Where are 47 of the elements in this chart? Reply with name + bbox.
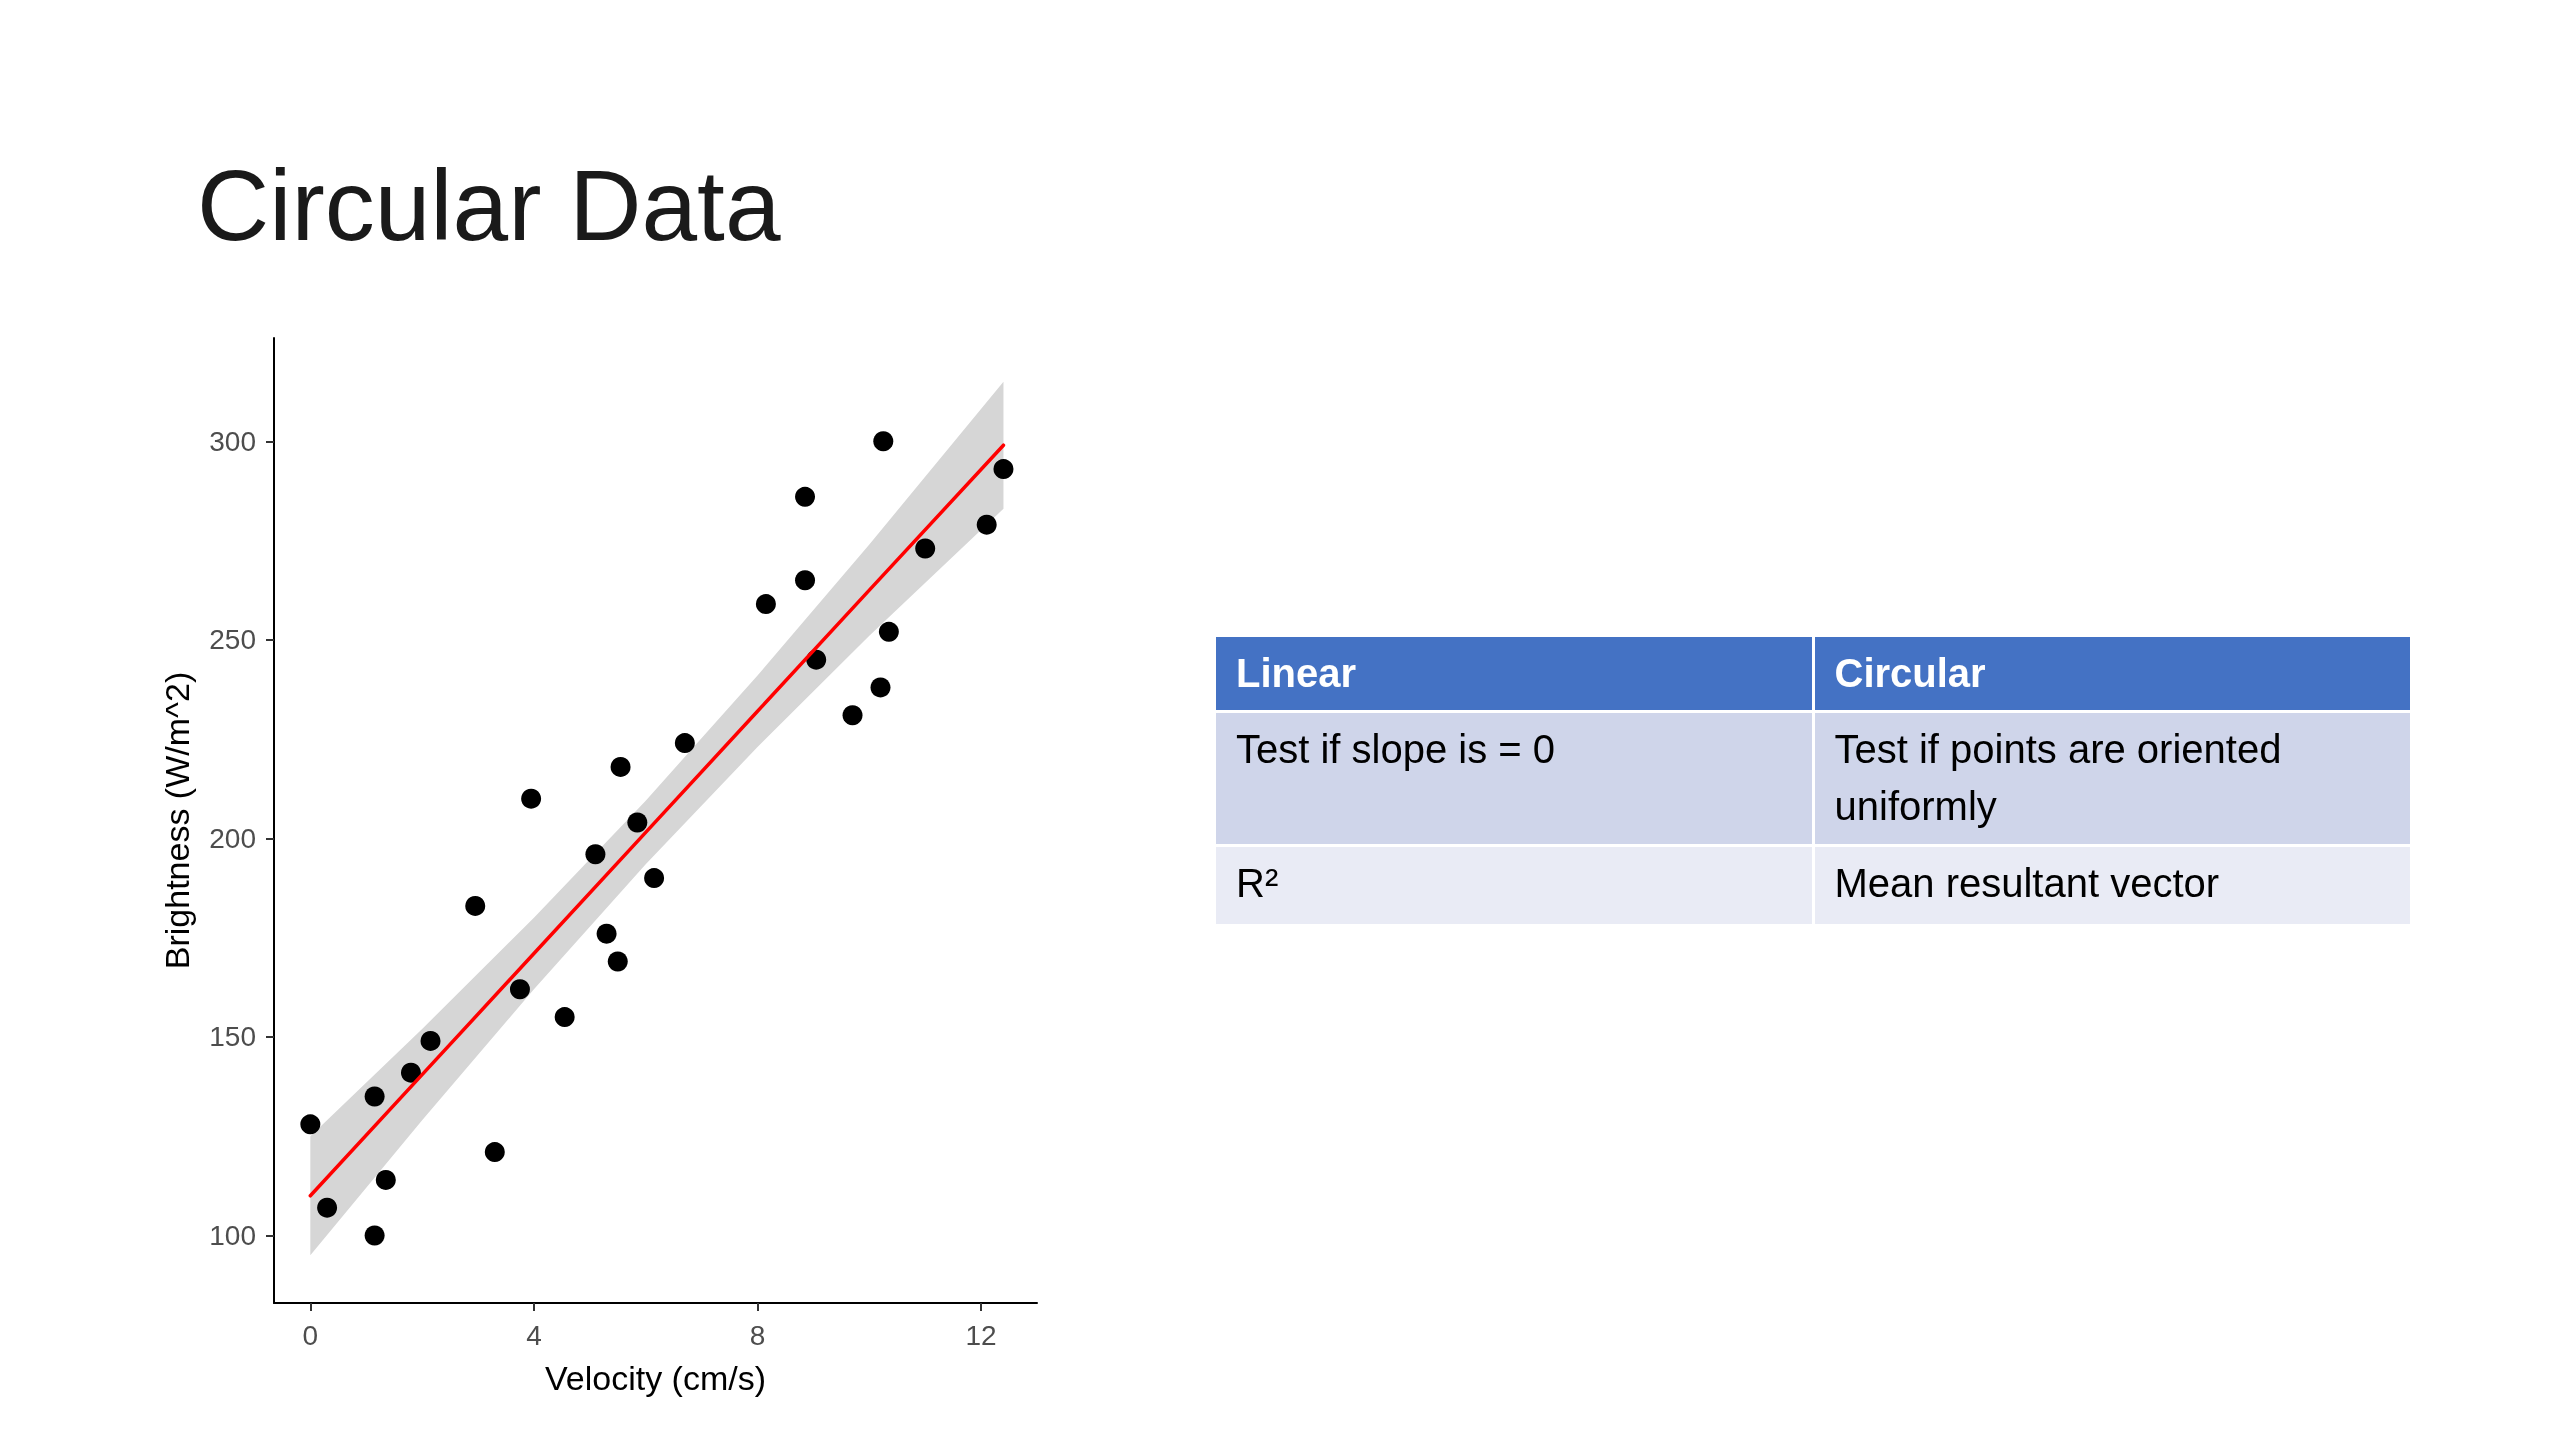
point — [674, 733, 695, 754]
point — [375, 1169, 396, 1190]
point — [627, 812, 648, 833]
point — [400, 1062, 421, 1083]
point — [755, 594, 776, 615]
y-tick-label: 100 — [209, 1219, 256, 1251]
category-label: Linear — [1216, 637, 1813, 712]
point — [607, 951, 628, 972]
point — [644, 868, 665, 889]
point — [484, 1142, 505, 1163]
x-tick-label: 0 — [302, 1319, 319, 1351]
text: Test if points are oriented uniformly — [1813, 711, 2410, 846]
point — [521, 788, 542, 809]
point — [873, 431, 894, 452]
point — [610, 756, 631, 777]
point — [317, 1197, 338, 1218]
x-axis-title: Velocity (cm/s) — [544, 1359, 767, 1397]
point — [364, 1225, 385, 1246]
y-tick-label: 250 — [209, 624, 256, 656]
point — [420, 1030, 441, 1051]
point — [976, 514, 997, 535]
point — [300, 1114, 321, 1135]
point — [878, 621, 899, 642]
point — [795, 570, 816, 591]
x-tick-label: 8 — [749, 1319, 766, 1351]
point — [795, 486, 816, 507]
category-label: Circular — [1813, 637, 2410, 712]
point — [596, 923, 617, 944]
x-tick-label: 12 — [965, 1319, 997, 1351]
y-tick-label: 200 — [209, 822, 256, 854]
text: R² — [1216, 845, 1813, 926]
chart-title: Circular Data — [197, 149, 781, 261]
point — [870, 677, 891, 698]
text: Mean resultant vector — [1813, 845, 2410, 926]
point — [993, 459, 1014, 480]
point — [842, 705, 863, 726]
point — [585, 844, 606, 865]
x-tick-label: 4 — [526, 1319, 542, 1351]
point — [915, 538, 936, 559]
y-tick-label: 300 — [209, 425, 256, 457]
y-axis-title: Brightness (W/m^2) — [158, 671, 196, 970]
point — [465, 895, 486, 916]
point — [364, 1086, 385, 1107]
y-tick-label: 150 — [209, 1021, 256, 1053]
point — [509, 979, 530, 1000]
point — [554, 1007, 575, 1028]
text: Test if slope is = 0 — [1216, 711, 1813, 846]
